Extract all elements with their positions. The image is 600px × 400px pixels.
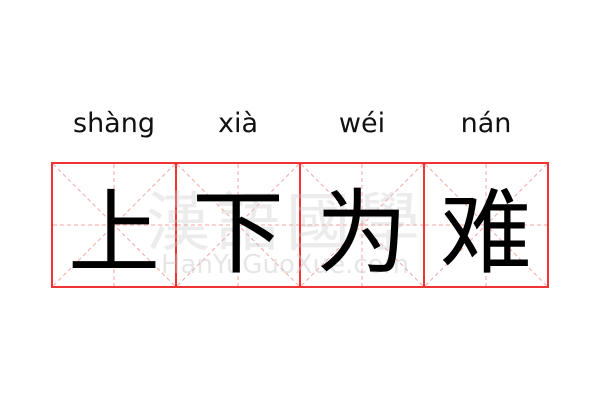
character: 上 [67, 179, 160, 287]
character: 难 [439, 179, 532, 287]
character: 为 [315, 179, 408, 287]
character-cell: 难 [425, 164, 547, 287]
character: 下 [191, 179, 284, 287]
guide-lines [177, 164, 299, 286]
pinyin-3: wéi [338, 108, 386, 139]
guide-lines [425, 164, 547, 286]
pinyin-4: nán [460, 108, 512, 139]
character-grid: 上 下 为 难 [51, 162, 549, 288]
character-cell: 上 [53, 164, 177, 287]
guide-lines [301, 164, 423, 286]
pinyin-2: xià [217, 108, 259, 139]
guide-lines [53, 164, 175, 286]
character-cell: 下 [177, 164, 301, 287]
character-cell: 为 [301, 164, 425, 287]
pinyin-1: shàng [73, 108, 155, 139]
